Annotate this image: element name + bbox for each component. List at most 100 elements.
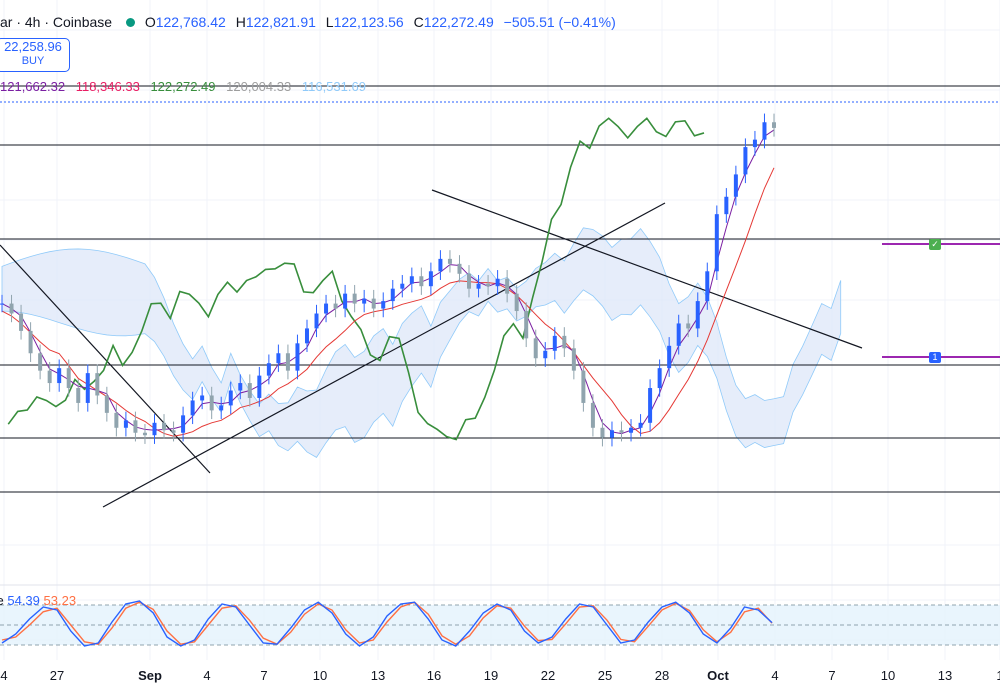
market-status-icon: [125, 18, 135, 28]
candle: [352, 293, 357, 304]
candle: [590, 402, 595, 428]
candlesticks: [0, 113, 776, 447]
candle: [324, 303, 329, 314]
candle: [371, 298, 376, 309]
stochastic-pane: [0, 584, 1000, 647]
stoch-d-line: [1, 601, 773, 646]
x-axis-label: 16: [426, 668, 442, 683]
x-axis-label: 27: [49, 668, 65, 683]
trend-line: [431, 189, 863, 349]
candle: [629, 427, 634, 433]
buy-button[interactable]: 22,258.96 BUY: [0, 38, 70, 72]
symbol-title[interactable]: ar · 4h · Coinbase: [0, 14, 113, 30]
candle: [123, 420, 128, 428]
high-value: 122,821.91: [245, 14, 316, 30]
candle: [762, 122, 767, 140]
candle: [200, 395, 205, 401]
candle: [171, 430, 176, 433]
candle: [619, 430, 624, 433]
candle: [142, 432, 147, 436]
low-label: L: [325, 14, 334, 30]
candle: [409, 276, 414, 284]
candle: [285, 353, 290, 371]
candle: [486, 283, 491, 287]
x-axis-label: 28: [654, 668, 670, 683]
candle: [219, 405, 224, 411]
candle: [314, 313, 319, 329]
candle: [266, 363, 271, 376]
candle: [676, 323, 681, 346]
x-axis-label: Sep: [138, 668, 162, 683]
candle: [400, 283, 405, 289]
stoch-k-line: [1, 600, 773, 647]
open-value: 122,768.42: [155, 14, 226, 30]
candle: [295, 343, 300, 371]
conversion-line: [1, 129, 775, 435]
number-badge-icon[interactable]: 1: [929, 352, 941, 363]
candle: [600, 427, 605, 438]
candle: [638, 422, 643, 428]
candle: [457, 263, 462, 274]
candle: [209, 395, 214, 411]
candle: [66, 368, 71, 389]
trend-line: [0, 244, 211, 474]
candle: [19, 313, 24, 331]
x-axis-label: 1: [996, 668, 1000, 683]
indicator-value: 118,346.33: [75, 79, 140, 94]
buy-label: BUY: [21, 55, 45, 67]
candle: [181, 415, 186, 433]
indicator-value: 122,272.49: [150, 79, 216, 94]
candle: [524, 311, 529, 339]
candle: [743, 147, 748, 175]
candle: [247, 383, 252, 398]
candle: [162, 422, 167, 431]
change-value: −505.51 (−0.41%): [503, 14, 616, 30]
candle: [114, 412, 119, 428]
candle: [695, 301, 700, 329]
candle: [648, 388, 653, 423]
candle: [552, 335, 557, 351]
candle: [609, 430, 614, 438]
candle: [562, 335, 567, 349]
ichimoku-cloud: [1, 227, 842, 458]
candle: [47, 370, 52, 384]
candle: [343, 293, 348, 309]
candle: [238, 383, 243, 391]
candle: [667, 345, 672, 369]
base-line: [1, 167, 775, 437]
x-axis-label: 4: [203, 668, 211, 683]
candle: [543, 350, 548, 359]
indicator-value: 116,531.69: [301, 79, 366, 94]
x-axis-label: 13: [937, 668, 953, 683]
candle: [705, 271, 710, 302]
candle: [9, 303, 14, 314]
horizontal-lines: [0, 85, 1000, 493]
candle: [419, 276, 424, 287]
buy-price: 22,258.96: [4, 39, 62, 54]
candle: [581, 370, 586, 403]
close-value: 122,272.49: [423, 14, 494, 30]
trend-line: [102, 202, 666, 508]
candle: [657, 368, 662, 389]
x-axis-label: 4: [771, 668, 779, 683]
candle: [257, 375, 262, 398]
indicator-value: 120,004.33: [226, 79, 292, 94]
candle: [76, 388, 81, 403]
x-axis-label: 4: [0, 668, 8, 683]
candle: [447, 258, 452, 264]
x-axis-label: 10: [312, 668, 328, 683]
x-axis-label: 10: [880, 668, 896, 683]
candle: [476, 283, 481, 289]
cloud-area: [1, 227, 842, 458]
candle: [304, 328, 309, 344]
candle: [533, 338, 538, 359]
candle: [276, 353, 281, 364]
check-icon[interactable]: ✓: [929, 239, 941, 250]
candle: [571, 348, 576, 371]
indicator-value: 121,662.32: [0, 79, 66, 94]
stoch-d-value: 53.23: [43, 593, 77, 608]
open-label: O: [144, 14, 156, 30]
close-label: C: [413, 14, 424, 30]
candle: [28, 330, 33, 354]
